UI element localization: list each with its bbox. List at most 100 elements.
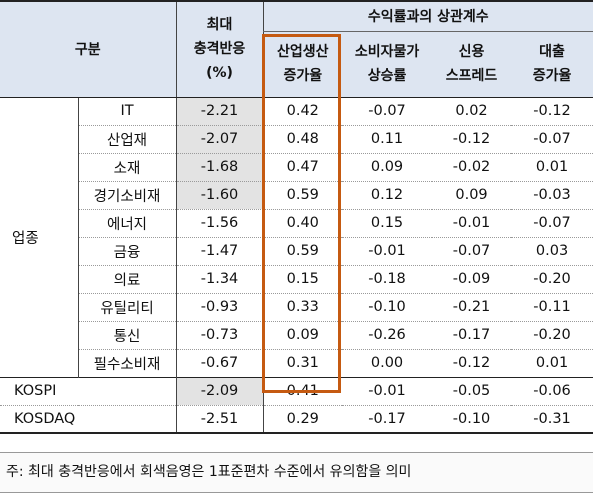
corr-value: -0.20 xyxy=(511,264,593,293)
corr-value: -0.01 xyxy=(342,236,433,265)
corr-value: -0.01 xyxy=(342,376,433,405)
header-corr-group-cell: 수익률과의 상관계수 xyxy=(262,0,593,32)
sector-name: 금융 xyxy=(78,236,177,265)
table-row: 산업재 -2.07 0.48 0.11 -0.12 -0.07 xyxy=(0,124,593,153)
table-row: 필수소비재 -0.67 0.31 0.00 -0.12 0.01 xyxy=(0,348,593,377)
sector-name: IT xyxy=(78,96,177,125)
corr-value: -0.06 xyxy=(511,376,593,405)
corr-value: -0.02 xyxy=(432,152,512,181)
correlation-table-wrapper: 구분 최대 충격반응 (%) 수익률과의 상관계수 산업생산 증가율 소비자물가 xyxy=(0,0,593,434)
table-row: 업종 IT -2.21 0.42 -0.07 0.02 -0.12 xyxy=(0,96,593,377)
header-col-loan-growth: 대출 증가율 xyxy=(511,31,593,98)
corr-value: 0.59 xyxy=(262,236,343,265)
corr-value: 0.11 xyxy=(342,124,433,153)
corr-value: -0.17 xyxy=(432,320,512,349)
corr-value: 0.41 xyxy=(262,376,343,405)
header-col-line1: 신용 xyxy=(458,44,485,60)
corr-value: -0.20 xyxy=(511,320,593,349)
table-row: KOSPI -2.09 0.41 -0.01 -0.05 -0.06 xyxy=(0,376,593,405)
table-row: 금융 -1.47 0.59 -0.01 -0.07 0.03 xyxy=(0,236,593,265)
corr-value: 0.59 xyxy=(262,180,343,209)
sector-name: 산업재 xyxy=(78,124,177,153)
sector-name: 에너지 xyxy=(78,208,177,237)
table-row: 유틸리티 -0.93 0.33 -0.10 -0.21 -0.11 xyxy=(0,292,593,321)
corr-value: -0.10 xyxy=(342,292,433,321)
header-col-line2: 상승률 xyxy=(367,68,407,84)
corr-value: -0.01 xyxy=(432,208,512,237)
sector-name: 유틸리티 xyxy=(78,292,177,321)
corr-value: 0.15 xyxy=(262,264,343,293)
corr-value: -0.05 xyxy=(432,376,512,405)
shock-value: -2.51 xyxy=(175,404,264,434)
correlation-table: 구분 최대 충격반응 (%) 수익률과의 상관계수 산업생산 증가율 소비자물가 xyxy=(0,0,593,434)
header-col-line1: 산업생산 xyxy=(277,44,329,60)
header-shock-cell: 최대 충격반응 (%) xyxy=(175,0,264,98)
corr-value: -0.18 xyxy=(342,264,433,293)
table-row: 의료 -1.34 0.15 -0.18 -0.09 -0.20 xyxy=(0,264,593,293)
shock-value: -1.60 xyxy=(175,180,264,209)
table-row: 통신 -0.73 0.09 -0.26 -0.17 -0.20 xyxy=(0,320,593,349)
shock-value: -2.21 xyxy=(175,96,264,125)
corr-value: 0.09 xyxy=(262,320,343,349)
corr-value: -0.26 xyxy=(342,320,433,349)
corr-value: -0.12 xyxy=(432,124,512,153)
header-col-line2: 증가율 xyxy=(532,68,572,84)
corr-value: 0.12 xyxy=(342,180,433,209)
corr-value: -0.07 xyxy=(511,208,593,237)
shock-value: -0.73 xyxy=(175,320,264,349)
corr-value: -0.11 xyxy=(511,292,593,321)
corr-value: -0.07 xyxy=(511,124,593,153)
shock-value: -1.56 xyxy=(175,208,264,237)
corr-value: 0.47 xyxy=(262,152,343,181)
header-corr-group-label: 수익률과의 상관계수 xyxy=(367,9,489,26)
shock-value: -1.68 xyxy=(175,152,264,181)
header-col-line1: 대출 xyxy=(539,44,565,60)
header-col-industrial-production: 산업생산 증가율 xyxy=(262,31,343,98)
corr-value: -0.07 xyxy=(432,236,512,265)
table-row: KOSDAQ -2.51 0.29 -0.17 -0.10 -0.31 xyxy=(0,404,593,434)
corr-value: 0.31 xyxy=(262,348,343,377)
sector-group-label: 업종 xyxy=(0,96,79,377)
header-col-credit-spread: 신용 스프레드 xyxy=(432,31,512,98)
corr-value: -0.21 xyxy=(432,292,512,321)
sector-name: 통신 xyxy=(78,320,177,349)
shock-value: -0.93 xyxy=(175,292,264,321)
corr-value: 0.03 xyxy=(511,236,593,265)
header-col-line2: 증가율 xyxy=(283,68,323,84)
header-col-line2: 스프레드 xyxy=(445,68,498,84)
corr-value: 0.15 xyxy=(342,208,433,237)
header-shock-line1: 최대 xyxy=(206,17,233,34)
sector-name: 경기소비재 xyxy=(78,180,177,209)
sector-name: 소재 xyxy=(78,152,177,181)
corr-value: -0.12 xyxy=(511,96,593,125)
corr-value: 0.09 xyxy=(432,180,512,209)
corr-value: 0.33 xyxy=(262,292,343,321)
header-group-label: 구분 xyxy=(74,42,101,59)
footnote-text: 주: 최대 충격반응에서 회색음영은 1표준편차 수준에서 유의함을 의미 xyxy=(6,464,412,480)
corr-value: -0.12 xyxy=(432,348,512,377)
shock-value: -0.67 xyxy=(175,348,264,377)
table-row: 경기소비재 -1.60 0.59 0.12 0.09 -0.03 xyxy=(0,180,593,209)
shock-value: -1.34 xyxy=(175,264,264,293)
corr-value: 0.29 xyxy=(262,404,343,434)
market-name: KOSPI xyxy=(0,376,177,405)
corr-value: -0.03 xyxy=(511,180,593,209)
table-row: 소재 -1.68 0.47 0.09 -0.02 0.01 xyxy=(0,152,593,181)
header-group-cell: 구분 xyxy=(0,0,177,98)
corr-value: 0.48 xyxy=(262,124,343,153)
corr-value: -0.17 xyxy=(342,404,433,434)
header-shock-line2: 충격반응 xyxy=(193,41,246,58)
header-shock-line3: (%) xyxy=(206,65,233,82)
corr-value: 0.42 xyxy=(262,96,343,125)
corr-value: -0.09 xyxy=(432,264,512,293)
corr-value: 0.00 xyxy=(342,348,433,377)
corr-value: -0.10 xyxy=(432,404,512,434)
shock-value: -2.09 xyxy=(175,376,264,405)
market-name: KOSDAQ xyxy=(0,404,177,434)
header-col-cpi: 소비자물가 상승률 xyxy=(342,31,433,98)
corr-value: 0.09 xyxy=(342,152,433,181)
corr-value: 0.01 xyxy=(511,348,593,377)
footnote: 주: 최대 충격반응에서 회색음영은 1표준편차 수준에서 유의함을 의미 xyxy=(0,452,593,493)
corr-value: -0.07 xyxy=(342,96,433,125)
header-col-line1: 소비자물가 xyxy=(354,44,420,60)
